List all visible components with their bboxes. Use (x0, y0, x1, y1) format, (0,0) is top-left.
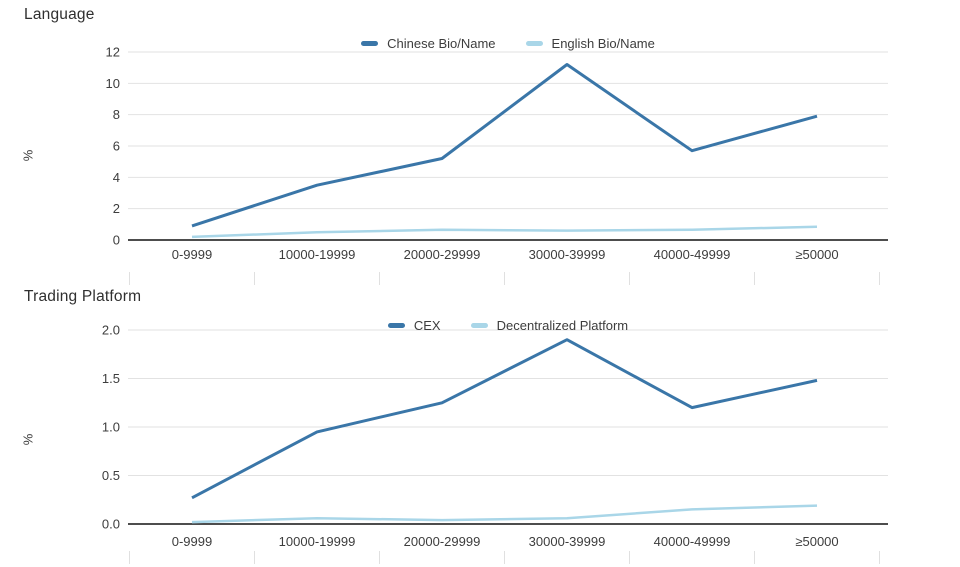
y-tick-label: 2 (113, 201, 120, 216)
x-tick-label: 20000-29999 (404, 247, 481, 262)
y-tick-label: 0 (113, 233, 120, 248)
y-tick-label: 6 (113, 139, 120, 154)
language-legend: Chinese Bio/Name English Bio/Name (128, 34, 888, 52)
y-tick-label: 1.5 (102, 371, 120, 386)
y-tick-label: 10 (106, 76, 120, 91)
x-tick-label: 10000-19999 (279, 534, 356, 549)
x-tick-label: 20000-29999 (404, 534, 481, 549)
y-tick-label: 0.5 (102, 468, 120, 483)
y-tick-label: 1.0 (102, 420, 120, 435)
x-tick-label: 40000-49999 (654, 247, 731, 262)
x-tick-label: ≥50000 (795, 534, 838, 549)
trading-platform-chart-title: Trading Platform (24, 288, 142, 305)
legend-item-chinese-bio-name: Chinese Bio/Name (361, 35, 496, 51)
trading-platform-y-axis-label: % (20, 433, 36, 446)
legend-swatch-cex (387, 322, 405, 328)
language-chart-title: Language (24, 6, 95, 23)
legend-item-cex: CEX (387, 317, 441, 333)
y-tick-label: 0.0 (102, 517, 120, 532)
trading-platform-legend: CEX Decentralized Platform (128, 316, 888, 334)
series-line-cex (191, 338, 818, 500)
legend-swatch-decentralized-platform (470, 322, 488, 328)
x-tick-label: 30000-39999 (529, 534, 606, 549)
legend-label: Chinese Bio/Name (387, 35, 496, 51)
x-tick-label: 0-9999 (172, 247, 212, 262)
series-line-decentralized-platform (191, 504, 818, 524)
series-line-chinese-bio-name (191, 63, 818, 228)
legend-item-english-bio-name: English Bio/Name (525, 35, 655, 51)
y-tick-label: 12 (106, 45, 120, 60)
x-tick-label: 0-9999 (172, 534, 212, 549)
y-tick-label: 2.0 (102, 323, 120, 338)
x-tick-label: 10000-19999 (279, 247, 356, 262)
x-tick-label: 30000-39999 (529, 247, 606, 262)
legend-item-decentralized-platform: Decentralized Platform (470, 317, 629, 333)
y-tick-label: 4 (113, 170, 120, 185)
legend-swatch-english-bio-name (525, 40, 543, 46)
legend-label: English Bio/Name (551, 35, 655, 51)
language-y-axis-label: % (20, 149, 36, 162)
x-tick-label: 40000-49999 (654, 534, 731, 549)
legend-swatch-chinese-bio-name (361, 40, 379, 46)
y-tick-label: 8 (113, 107, 120, 122)
legend-label: CEX (413, 317, 441, 333)
x-tick-label: ≥50000 (795, 247, 838, 262)
legend-label: Decentralized Platform (496, 317, 629, 333)
series-line-english-bio-name (191, 225, 818, 239)
